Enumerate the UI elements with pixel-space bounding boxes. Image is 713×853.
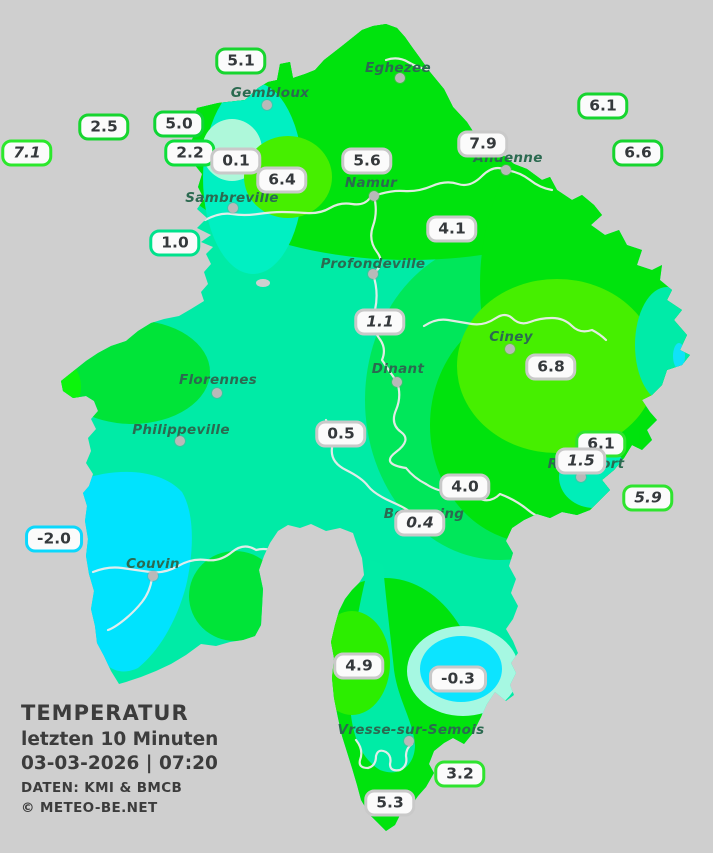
station-temp-badge: 4.1 xyxy=(426,215,478,243)
city-marker-dot xyxy=(148,571,158,581)
city-marker-dot xyxy=(228,203,238,213)
station-temp-value: 5.3 xyxy=(376,793,404,812)
city-label: Couvin xyxy=(126,556,180,572)
city-marker-dot xyxy=(368,269,378,279)
station-temp-badge: 0.4 xyxy=(394,509,446,537)
station-temp-value: 3.2 xyxy=(446,764,474,783)
city-label: Dinant xyxy=(371,361,425,377)
station-temp-value: -0.3 xyxy=(441,669,475,688)
station-temp-value: -2.0 xyxy=(37,529,71,548)
station-temp-value: 2.2 xyxy=(176,143,204,162)
map-subtitle: letzten 10 Minuten xyxy=(21,728,219,750)
station-temp-badge: 2.2 xyxy=(164,139,216,167)
station-temp-badge: 5.3 xyxy=(364,789,416,817)
station-temp-value: 4.1 xyxy=(438,219,466,238)
station-temp-badge: 5.6 xyxy=(341,147,393,175)
station-temp-badge: 6.1 xyxy=(577,92,629,120)
station-temp-badge: -0.3 xyxy=(429,665,487,693)
title-block: TEMPERATUR letzten 10 Minuten 03-03-2026… xyxy=(21,700,218,818)
station-temp-badge: 7.9 xyxy=(457,130,509,158)
station-temp-value: 1.1 xyxy=(366,312,394,331)
station-temp-badge: 0.1 xyxy=(210,147,262,175)
city-label: Vresse-sur-Semois xyxy=(337,722,485,738)
city-marker-dot xyxy=(392,377,402,387)
station-temp-badge: 5.1 xyxy=(215,47,267,75)
station-temp-value: 6.6 xyxy=(624,143,652,162)
station-temp-value: 1.5 xyxy=(567,451,595,470)
station-temp-badge: 0.5 xyxy=(315,420,367,448)
station-temp-badge: 3.2 xyxy=(434,760,486,788)
station-temp-value: 7.1 xyxy=(13,143,41,162)
station-temp-value: 6.8 xyxy=(537,357,565,376)
station-temp-value: 5.6 xyxy=(353,151,381,170)
station-temp-badge: 4.9 xyxy=(333,652,385,680)
city-marker-dot xyxy=(501,165,511,175)
city-label: Sambreville xyxy=(185,190,279,206)
station-temp-badge: -2.0 xyxy=(25,525,83,553)
station-temp-badge: 6.4 xyxy=(256,166,308,194)
station-temp-value: 5.1 xyxy=(227,51,255,70)
station-temp-value: 5.9 xyxy=(634,488,662,507)
station-temp-badge: 7.1 xyxy=(1,139,53,167)
city-marker-dot xyxy=(262,100,272,110)
station-temp-badge: 6.6 xyxy=(612,139,664,167)
station-temp-value: 0.1 xyxy=(222,151,250,170)
station-temp-badge: 5.9 xyxy=(622,484,674,512)
city-label: Eghezee xyxy=(365,60,431,76)
station-temp-value: 5.0 xyxy=(165,114,193,133)
station-temp-value: 0.4 xyxy=(406,513,434,532)
station-temp-badge: 1.1 xyxy=(354,308,406,336)
station-temp-badge: 1.5 xyxy=(555,447,607,475)
station-temp-badge: 4.0 xyxy=(439,473,491,501)
city-label: Florennes xyxy=(178,372,258,388)
data-source: DATEN: KMI & BMCB xyxy=(21,779,183,796)
city-marker-dot xyxy=(404,736,414,746)
city-label: Namur xyxy=(344,175,398,191)
station-temp-badge: 1.0 xyxy=(149,229,201,257)
station-temp-value: 4.0 xyxy=(451,477,479,496)
station-temp-value: 4.9 xyxy=(345,656,373,675)
map-datetime: 03-03-2026 | 07:20 xyxy=(21,753,218,775)
city-marker-dot xyxy=(212,388,222,398)
copyright: © METEO-BE.NET xyxy=(21,800,158,817)
station-temp-value: 0.5 xyxy=(327,424,355,443)
city-label: Profondeville xyxy=(320,256,426,272)
city-marker-dot xyxy=(505,344,515,354)
city-label: Ciney xyxy=(489,329,533,345)
station-temp-value: 1.0 xyxy=(161,233,189,252)
city-marker-dot xyxy=(175,436,185,446)
city-label: Philippeville xyxy=(132,422,230,438)
city-label: Gembloux xyxy=(230,85,310,101)
station-temp-value: 6.1 xyxy=(589,96,617,115)
city-marker-dot xyxy=(576,472,586,482)
station-temp-badge: 6.8 xyxy=(525,353,577,381)
station-temp-value: 7.9 xyxy=(469,134,497,153)
map-title: TEMPERATUR xyxy=(21,701,189,725)
station-temp-value: 2.5 xyxy=(90,117,118,136)
station-temp-badge: 2.5 xyxy=(78,113,130,141)
station-temp-value: 6.4 xyxy=(268,170,296,189)
city-marker-dot xyxy=(369,191,379,201)
city-marker-dot xyxy=(395,73,405,83)
station-temp-badge: 5.0 xyxy=(153,110,205,138)
